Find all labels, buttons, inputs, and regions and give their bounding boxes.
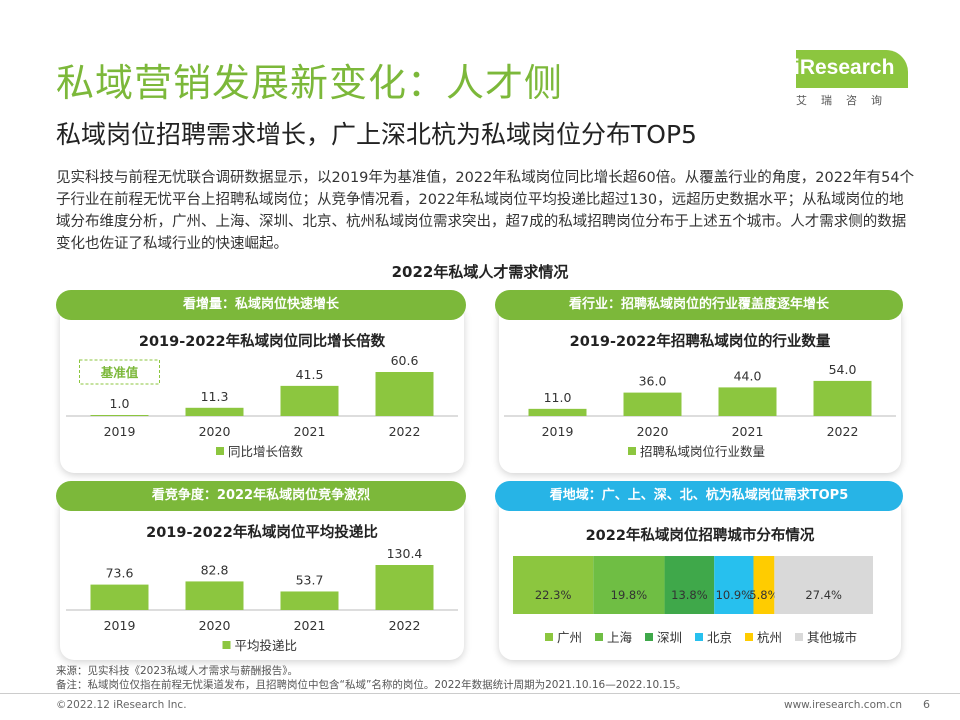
competition-legend-swatch	[222, 641, 231, 649]
region-segment	[753, 556, 775, 614]
region-legend-swatch	[745, 633, 753, 641]
competition-data-label: 53.7	[296, 572, 324, 587]
competition-tick-label: 2022	[389, 618, 421, 633]
competition-chart-title: 2019-2022年私域岗位平均投递比	[146, 523, 378, 541]
summary-paragraph: 见实科技与前程无忧联合调研数据显示，以2019年为基准值，2022年私域岗位同比…	[56, 170, 915, 252]
region-segment	[774, 556, 873, 614]
region-segment-label: 22.3%	[535, 588, 572, 602]
growth-legend-swatch	[216, 447, 224, 455]
industry-bar	[813, 380, 872, 416]
region-chart-title: 2022年私域岗位招聘城市分布情况	[586, 526, 815, 544]
growth-data-label: 41.5	[296, 367, 324, 382]
growth-tick-label: 2022	[389, 424, 421, 439]
region-legend-swatch	[695, 633, 703, 641]
industry-data-label: 11.0	[544, 390, 572, 405]
industry-tick-label: 2022	[827, 424, 859, 439]
panel-growth-pill: 看增量：私域岗位快速增长	[56, 290, 466, 320]
region-segment-label: 19.8%	[611, 588, 648, 602]
website: www.iresearch.com.cn	[783, 699, 902, 711]
region-segment	[664, 556, 715, 614]
competition-bar	[185, 581, 244, 610]
region-segment	[714, 556, 754, 614]
growth-data-label: 1.0	[110, 396, 130, 411]
page-title: 私域营销发展新变化：人才侧	[56, 61, 564, 105]
region-legend-label: 杭州	[757, 630, 782, 645]
industry-bar	[718, 387, 777, 416]
competition-bar	[90, 584, 149, 610]
growth-bar	[375, 372, 434, 416]
region-segment-label: 13.8%	[671, 588, 708, 602]
region-segment	[513, 556, 594, 614]
competition-data-label: 82.8	[201, 562, 229, 577]
industry-tick-label: 2020	[637, 424, 669, 439]
competition-tick-label: 2019	[104, 618, 136, 633]
growth-bar	[185, 407, 244, 416]
industry-tick-label: 2021	[732, 424, 764, 439]
region-legend-label: 其他城市	[807, 630, 857, 645]
copyright: ©2022.12 iResearch Inc.	[56, 699, 187, 711]
growth-bar	[90, 415, 149, 416]
growth-bar	[280, 385, 339, 416]
panel-region-pill: 看地域：广、上、深、北、杭为私域岗位需求TOP5	[495, 481, 903, 511]
chart-competition: 2019-2022年私域岗位平均投递比 73.6 2019 82.8 2020 53.7 2…	[66, 523, 458, 653]
industry-bar	[623, 392, 682, 416]
competition-data-label: 130.4	[387, 546, 423, 561]
region-legend-swatch	[545, 633, 553, 641]
panel-industry-pill: 看行业：招聘私域岗位的行业覆盖度逐年增长	[495, 290, 903, 320]
logo-text: iResearch	[794, 56, 895, 79]
competition-tick-label: 2021	[294, 618, 326, 633]
region-segment-label: 27.4%	[805, 588, 842, 602]
logo-badge	[796, 50, 908, 88]
growth-tick-label: 2019	[104, 424, 136, 439]
competition-bar	[280, 591, 339, 610]
region-legend-swatch	[795, 633, 803, 641]
page-number: 6	[923, 698, 930, 711]
industry-legend-swatch	[628, 447, 636, 455]
chart-industry: 2019-2022年招聘私域岗位的行业数量 11.0 2019 36.0 2020 44.…	[504, 332, 896, 459]
region-segment-label: 5.8%	[749, 588, 778, 602]
page-subtitle: 私域岗位招聘需求增长，广上深北杭为私域岗位分布TOP5	[56, 120, 697, 149]
section-title: 2022年私域人才需求情况	[391, 263, 569, 281]
region-segment	[593, 556, 665, 614]
chart-region: 2022年私域岗位招聘城市分布情况 22.3% 19.8% 13.8% 10.9%5.8…	[513, 526, 873, 645]
region-legend-swatch	[595, 633, 603, 641]
logo-subtext: 艾瑞咨询	[796, 94, 896, 107]
industry-tick-label: 2019	[542, 424, 574, 439]
industry-bar	[528, 408, 587, 416]
industry-data-label: 44.0	[734, 368, 762, 383]
industry-data-label: 54.0	[829, 362, 857, 377]
growth-data-label: 11.3	[201, 389, 229, 404]
competition-legend-label: 平均投递比	[235, 638, 298, 653]
panel-competition-pill: 看竞争度：2022年私域岗位竞争激烈	[56, 481, 466, 511]
region-legend-label: 北京	[707, 630, 732, 645]
industry-chart-title: 2019-2022年招聘私域岗位的行业数量	[570, 332, 831, 350]
baseline-annotation-box	[79, 359, 160, 385]
competition-data-label: 73.6	[106, 566, 134, 581]
growth-data-label: 60.6	[391, 353, 419, 368]
baseline-annotation: 基准值	[100, 365, 139, 380]
footer-divider	[0, 693, 960, 694]
chart-growth: 2019-2022年私域岗位同比增长倍数 1.0 2019 11.3 2020 41.5 2…	[66, 332, 458, 459]
footnote-source: 来源：见实科技《2023私域人才需求与薪酬报告》。	[56, 665, 298, 677]
region-legend-swatch	[645, 633, 653, 641]
region-legend-label: 上海	[607, 630, 633, 645]
growth-tick-label: 2021	[294, 424, 326, 439]
growth-chart-title: 2019-2022年私域岗位同比增长倍数	[139, 332, 386, 350]
industry-legend-label: 招聘私域岗位行业数量	[640, 444, 765, 459]
region-legend-label: 深圳	[657, 630, 682, 645]
growth-tick-label: 2020	[199, 424, 231, 439]
growth-legend-label: 同比增长倍数	[228, 444, 304, 459]
region-segment-label: 10.9%	[716, 588, 753, 602]
competition-bar	[375, 565, 434, 610]
iresearch-logo: iResearch 艾瑞咨询	[788, 44, 914, 108]
competition-tick-label: 2020	[199, 618, 231, 633]
footnote-note: 备注：私域岗位仅指在前程无忧渠道发布，且招聘岗位中包含“私域”名称的岗位。202…	[56, 679, 687, 691]
region-legend-label: 广州	[557, 630, 582, 645]
industry-data-label: 36.0	[639, 374, 667, 389]
